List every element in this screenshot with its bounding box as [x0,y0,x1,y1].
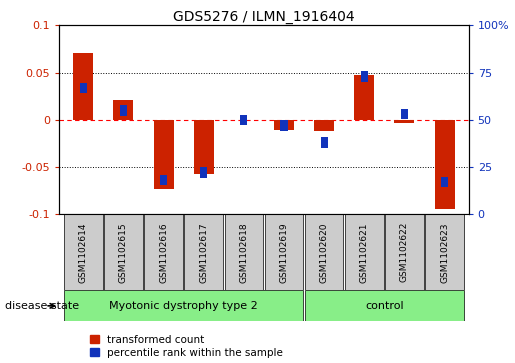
Bar [64,290,303,321]
Bar [184,214,223,290]
Bar [435,120,455,209]
Bar [113,100,133,120]
Bar [153,120,174,189]
Bar [265,214,303,290]
Bar [104,214,143,290]
Bar [241,115,248,125]
Text: disease state: disease state [5,301,79,311]
Text: GSM1102622: GSM1102622 [400,222,409,282]
Text: GSM1102623: GSM1102623 [440,222,449,282]
Bar [320,137,328,148]
Bar [305,290,464,321]
Text: GSM1102614: GSM1102614 [79,222,88,282]
Text: control: control [365,301,404,311]
Bar [194,120,214,174]
Bar [401,109,408,119]
Text: GSM1102619: GSM1102619 [280,222,288,283]
Bar [280,120,287,131]
Text: GSM1102615: GSM1102615 [119,222,128,283]
Bar [144,214,183,290]
Text: GSM1102618: GSM1102618 [239,222,248,283]
Text: Myotonic dystrophy type 2: Myotonic dystrophy type 2 [109,301,258,311]
Title: GDS5276 / ILMN_1916404: GDS5276 / ILMN_1916404 [173,11,355,24]
Bar [314,120,334,131]
Text: GSM1102616: GSM1102616 [159,222,168,283]
Bar [200,167,208,178]
Bar [354,76,374,120]
Bar [225,214,263,290]
Bar [360,71,368,82]
Bar [305,214,344,290]
Bar [160,175,167,185]
Text: GSM1102617: GSM1102617 [199,222,208,283]
Bar [274,120,294,130]
Bar [73,53,93,120]
Bar [345,214,384,290]
Bar [64,214,102,290]
Bar [120,105,127,115]
Bar [441,177,448,187]
Bar [385,214,424,290]
Bar [80,82,87,93]
Text: GSM1102621: GSM1102621 [360,222,369,282]
Bar [394,120,415,123]
Bar [425,214,464,290]
Legend: transformed count, percentile rank within the sample: transformed count, percentile rank withi… [90,335,283,358]
Text: GSM1102620: GSM1102620 [320,222,329,282]
